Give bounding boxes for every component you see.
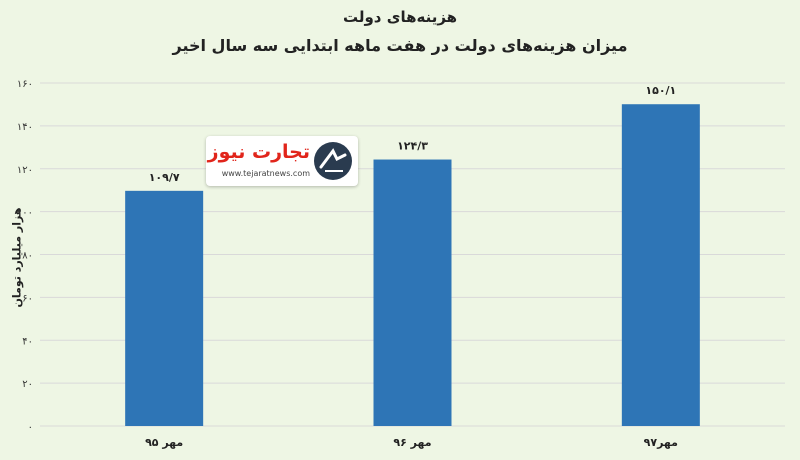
bars (125, 104, 700, 427)
data-label: ۱۲۴/۳ (397, 140, 428, 153)
x-category-label: مهر ۹۵ (145, 436, 183, 449)
bar (373, 159, 452, 427)
bar (125, 190, 204, 426)
bar (621, 104, 700, 427)
y-tick-label: ۱۶۰ (17, 79, 33, 90)
y-tick-label: ۱۰۰ (17, 208, 33, 219)
y-tick-label: ۸۰ (22, 251, 33, 262)
x-axis-categories: مهر ۹۵ مهر ۹۶ مهر۹۷ (145, 436, 678, 449)
chart-title: هزینه‌های دولت (342, 8, 458, 26)
y-tick-label: ۱۴۰ (17, 122, 33, 133)
data-labels: ۱۰۹/۷ ۱۲۴/۳ ۱۵۰/۱ (149, 84, 677, 184)
chart-subtitle: میزان هزینه‌های دولت در هفت ماهه ابتدایی… (172, 36, 628, 55)
y-tick-label: ۱۲۰ (17, 165, 33, 176)
x-category-label: مهر۹۷ (644, 436, 678, 449)
y-axis-ticks: ۰ ۲۰ ۴۰ ۶۰ ۸۰ ۱۰۰ ۱۲۰ ۱۴۰ ۱۶۰ (17, 79, 33, 433)
y-tick-label: ۰ (28, 422, 33, 433)
logo-url: www.tejaratnews.com (221, 169, 310, 178)
data-label: ۱۰۹/۷ (149, 171, 180, 184)
y-tick-label: ۴۰ (22, 336, 33, 347)
watermark-logo: تجارت نیوز www.tejaratnews.com (206, 136, 358, 186)
data-label: ۱۵۰/۱ (645, 84, 676, 97)
logo-mark-icon (314, 142, 352, 180)
y-tick-label: ۶۰ (22, 293, 33, 304)
y-tick-label: ۲۰ (22, 379, 33, 390)
logo-name: تجارت نیوز (207, 141, 310, 163)
x-category-label: مهر ۹۶ (393, 436, 431, 449)
